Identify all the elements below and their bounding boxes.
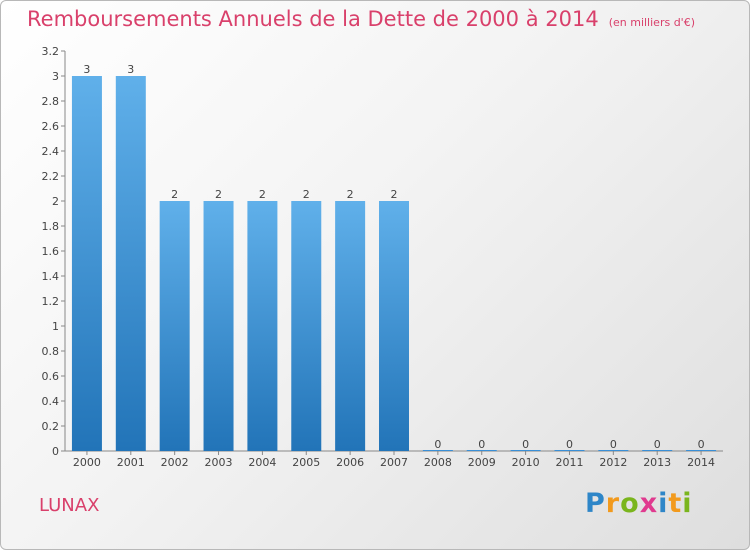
logo-letter: P bbox=[585, 488, 606, 519]
y-tick-label: 2.6 bbox=[42, 120, 60, 133]
x-tick-label: 2001 bbox=[117, 456, 145, 469]
y-tick-label: 1.2 bbox=[42, 295, 60, 308]
data-label: 0 bbox=[522, 438, 529, 451]
bar bbox=[422, 450, 453, 451]
data-label: 0 bbox=[434, 438, 441, 451]
bar bbox=[247, 201, 278, 451]
chart-title: Remboursements Annuels de la Dette de 20… bbox=[27, 7, 599, 31]
data-label: 0 bbox=[698, 438, 705, 451]
y-tick-label: 1.8 bbox=[42, 220, 60, 233]
y-tick-label: 2.2 bbox=[42, 170, 60, 183]
y-tick-label: 0.2 bbox=[42, 420, 60, 433]
x-tick-label: 2003 bbox=[205, 456, 233, 469]
logo-letter: o bbox=[620, 488, 640, 519]
bar bbox=[159, 201, 190, 451]
y-tick-label: 1.4 bbox=[42, 270, 60, 283]
x-tick-label: 2002 bbox=[161, 456, 189, 469]
y-tick-label: 2.8 bbox=[42, 95, 60, 108]
y-tick-label: 1.6 bbox=[42, 245, 60, 258]
x-tick-label: 2012 bbox=[599, 456, 627, 469]
data-label: 0 bbox=[566, 438, 573, 451]
logo-letter: i bbox=[658, 488, 669, 519]
bar bbox=[291, 201, 322, 451]
logo-letter: x bbox=[639, 488, 659, 519]
commune-name: LUNAX bbox=[39, 495, 100, 516]
bar bbox=[203, 201, 234, 451]
x-tick-label: 2014 bbox=[687, 456, 715, 469]
data-label: 2 bbox=[215, 188, 222, 201]
proxiti-logo: Proxiti bbox=[585, 488, 693, 519]
data-label: 3 bbox=[127, 63, 134, 76]
data-label: 2 bbox=[303, 188, 310, 201]
x-tick-label: 2004 bbox=[248, 456, 276, 469]
bar bbox=[466, 450, 497, 451]
data-label: 2 bbox=[347, 188, 354, 201]
logo-letter: r bbox=[605, 488, 621, 519]
bar bbox=[642, 450, 673, 451]
y-tick-label: 0.8 bbox=[42, 345, 60, 358]
x-tick-label: 2008 bbox=[424, 456, 452, 469]
y-tick-label: 3.2 bbox=[42, 45, 60, 58]
logo-letter: i bbox=[682, 488, 693, 519]
y-tick-label: 3 bbox=[52, 70, 59, 83]
bar bbox=[510, 450, 541, 451]
x-tick-label: 2005 bbox=[292, 456, 320, 469]
bar bbox=[379, 201, 409, 451]
data-label: 2 bbox=[391, 188, 398, 201]
x-tick-label: 2009 bbox=[468, 456, 496, 469]
bar bbox=[554, 450, 585, 451]
y-tick-label: 1 bbox=[52, 320, 59, 333]
data-label: 2 bbox=[259, 188, 266, 201]
logo-letter: t bbox=[668, 488, 683, 519]
bar bbox=[115, 76, 146, 451]
y-tick-label: 0 bbox=[52, 445, 59, 458]
y-tick-label: 0.4 bbox=[42, 395, 60, 408]
x-tick-label: 2010 bbox=[512, 456, 540, 469]
bar bbox=[686, 450, 717, 451]
y-tick-label: 0.6 bbox=[42, 370, 60, 383]
bar bbox=[335, 201, 366, 451]
x-tick-label: 2011 bbox=[555, 456, 583, 469]
x-tick-label: 2000 bbox=[73, 456, 101, 469]
data-label: 0 bbox=[610, 438, 617, 451]
data-label: 0 bbox=[654, 438, 661, 451]
chart-subtitle: (en milliers d'€) bbox=[608, 16, 695, 29]
bar bbox=[598, 450, 629, 451]
data-label: 0 bbox=[478, 438, 485, 451]
data-label: 2 bbox=[171, 188, 178, 201]
bar bbox=[71, 76, 102, 451]
chart-title-block: Remboursements Annuels de la Dette de 20… bbox=[27, 7, 695, 31]
y-tick-label: 2.4 bbox=[42, 145, 60, 158]
x-tick-label: 2013 bbox=[643, 456, 671, 469]
y-tick-label: 2 bbox=[52, 195, 59, 208]
data-label: 3 bbox=[83, 63, 90, 76]
x-tick-label: 2007 bbox=[380, 456, 408, 469]
x-tick-label: 2006 bbox=[336, 456, 364, 469]
